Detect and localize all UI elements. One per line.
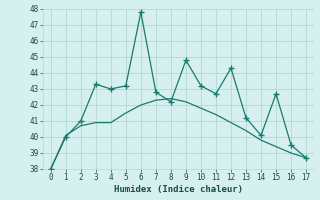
X-axis label: Humidex (Indice chaleur): Humidex (Indice chaleur) [114,185,243,194]
